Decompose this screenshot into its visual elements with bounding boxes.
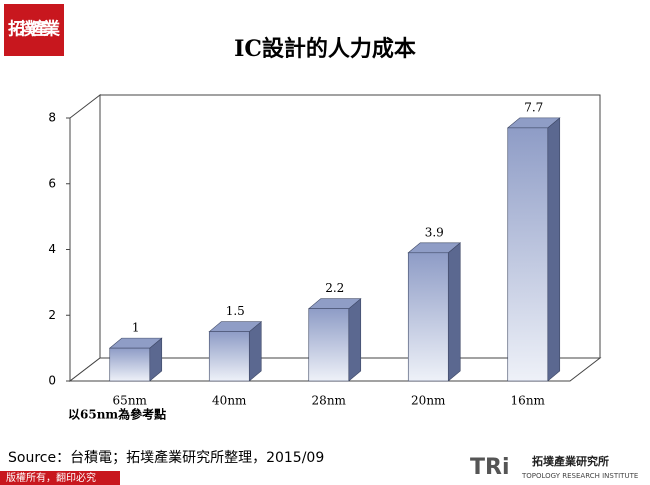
bar [109,347,151,382]
copyright: 版權所有，翻印必究 [6,471,96,484]
value-label: 1.5 [226,304,245,318]
value-label: 2.2 [325,281,344,295]
source: Source：台積電；拓墣產業研究所整理，2015/09 [8,449,324,466]
value-label: 3.9 [425,225,444,239]
x-tick-label: 20nm [411,394,446,408]
x-tick-label: 40nm [212,394,247,408]
chart-title: IC設計的人力成本 [234,36,416,62]
value-label: 7.7 [524,100,543,114]
y-tick-label: 4 [48,242,56,256]
bar-side [348,298,362,382]
logo-box [4,4,64,56]
brand-name: 拓墣產業研究所 [532,454,609,468]
bar [308,308,350,382]
x-tick-label: 16nm [511,394,546,408]
bar [507,127,549,382]
bar [407,252,449,382]
bar-side [447,242,461,382]
side-wall [69,93,101,383]
bar-side [248,321,262,382]
bar-side [547,117,561,382]
y-tick-label: 6 [48,176,56,190]
brand: TRi [470,455,510,480]
logo-text: 拓墣產業 [8,19,60,40]
footer-bar [0,471,120,485]
brand-en: TOPOLOGY RESEARCH INSTITUTE [521,472,638,480]
bar [208,331,250,382]
value-label: 1 [132,321,140,335]
x-tick-label: 65nm [113,394,148,408]
y-tick-label: 0 [48,374,56,388]
y-tick-label: 2 [48,308,56,322]
y-tick-label: 8 [48,111,56,125]
x-tick-label: 28nm [312,394,347,408]
chart-note: 以65nm為參考點 [68,407,166,422]
